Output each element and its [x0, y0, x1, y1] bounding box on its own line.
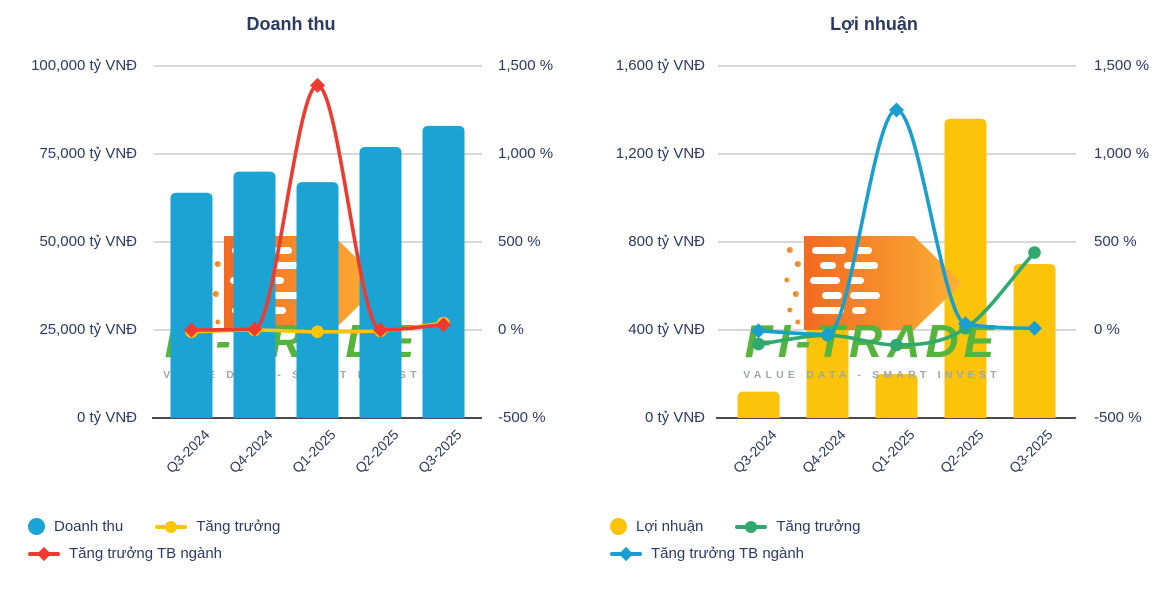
profit-left-axis-tick: 1,200 tỷ VNĐ — [615, 145, 705, 162]
profit-left-axis-tick: 400 tỷ VNĐ — [628, 321, 705, 338]
profit-bar-Q1-2025[interactable] — [875, 374, 918, 418]
profit-legend-row: Tăng trưởng TB ngành — [610, 545, 860, 562]
legend-line-diamond-icon — [28, 545, 60, 562]
profit-line-growth — [756, 250, 1037, 347]
legend-label: Tăng trưởng TB ngành — [69, 545, 223, 562]
revenue-chart-title: Doanh thu — [246, 14, 336, 34]
profit-left-axis-tick: 0 tỷ VNĐ — [644, 409, 705, 426]
revenue-right-axis-tick: 1,000 % — [498, 145, 554, 162]
revenue-legend-row: Tăng trưởng TB ngành — [28, 545, 280, 562]
profit-diamond-marker-Q3-2024[interactable] — [751, 323, 766, 339]
profit-legend-row: Lợi nhuận Tăng trưởng — [610, 518, 860, 535]
profit-left-axis-tick: 1,600 tỷ VNĐ — [615, 57, 705, 74]
revenue-right-axis-tick: 1,500 % — [498, 57, 554, 74]
legend-label: Tăng trưởng — [196, 518, 281, 535]
revenue-legend-item-industry-avg-growth[interactable]: Tăng trưởng TB ngành — [28, 545, 222, 562]
profit-legend-item-growth[interactable]: Tăng trưởng — [735, 518, 860, 535]
profit-right-axis-tick: -500 % — [1094, 409, 1142, 426]
profit-legend: Lợi nhuận Tăng trưởng Tăng trưởng TB ngành — [610, 518, 860, 562]
legend-circle-swatch-icon — [28, 518, 45, 535]
legend-label: Tăng trưởng TB ngành — [651, 545, 805, 562]
legend-label: Doanh thu — [54, 518, 124, 535]
profit-legend-item-bar-series[interactable]: Lợi nhuận — [610, 518, 703, 535]
revenue-diamond-marker-Q3-2024[interactable] — [184, 322, 199, 338]
revenue-right-axis-tick: 0 % — [498, 321, 524, 338]
profit-right-axis-tick: 1,000 % — [1094, 145, 1150, 162]
legend-line-circle-icon — [155, 518, 188, 535]
profit-bar-Q3-2025[interactable] — [1013, 264, 1056, 418]
profit-diamond-marker-Q3-2025[interactable] — [1027, 320, 1042, 336]
legend-line-diamond-icon — [610, 545, 642, 562]
profit-circle-marker-Q3-2025[interactable] — [1028, 246, 1041, 259]
profit-circle-marker-Q3-2024[interactable] — [752, 337, 765, 351]
profit-circle-marker-Q1-2025[interactable] — [890, 338, 903, 352]
revenue-bar-Q3-2025[interactable] — [422, 125, 465, 418]
revenue-left-axis-tick: 75,000 tỷ VNĐ — [39, 145, 137, 162]
revenue-legend-item-bar-series[interactable]: Doanh thu — [28, 518, 123, 535]
revenue-left-axis-tick: 0 tỷ VNĐ — [76, 409, 137, 426]
revenue-legend-row: Doanh thu Tăng trưởng — [28, 518, 280, 535]
legend-line-circle-icon — [735, 518, 768, 535]
legend-label: Tăng trưởng — [776, 518, 861, 535]
profit-right-axis-tick: 500 % — [1094, 233, 1137, 250]
profit-left-axis-tick: 800 tỷ VNĐ — [628, 233, 705, 250]
profit-chart-title: Lợi nhuận — [830, 14, 918, 34]
revenue-left-axis-tick: 100,000 tỷ VNĐ — [31, 57, 137, 74]
legend-circle-swatch-icon — [610, 518, 627, 535]
legend-label: Lợi nhuận — [636, 518, 704, 535]
revenue-diamond-marker-Q3-2025[interactable] — [436, 317, 451, 333]
profit-diamond-marker-Q1-2025[interactable] — [889, 102, 904, 118]
profit-diamond-marker-Q4-2024[interactable] — [820, 326, 835, 342]
revenue-legend-item-growth[interactable]: Tăng trưởng — [155, 518, 280, 535]
revenue-left-axis-tick: 25,000 tỷ VNĐ — [39, 321, 137, 338]
profit-legend-item-industry-avg-growth[interactable]: Tăng trưởng TB ngành — [610, 545, 804, 562]
revenue-left-axis-tick: 50,000 tỷ VNĐ — [39, 233, 137, 250]
profit-bar-Q2-2025[interactable] — [944, 118, 987, 419]
revenue-diamond-marker-Q1-2025[interactable] — [310, 77, 325, 93]
revenue-right-axis-tick: -500 % — [498, 409, 546, 426]
profit-bar-Q3-2024[interactable] — [737, 391, 780, 418]
revenue-bar-Q3-2024[interactable] — [170, 192, 213, 418]
profit-right-axis-tick: 0 % — [1094, 321, 1120, 338]
revenue-legend: Doanh thu Tăng trưởng Tăng trưởng TB ngành — [28, 518, 280, 562]
profit-right-axis-tick: 1,500 % — [1094, 57, 1150, 74]
revenue-right-axis-tick: 500 % — [498, 233, 541, 250]
